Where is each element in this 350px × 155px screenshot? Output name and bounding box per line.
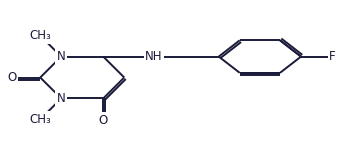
Text: NH: NH: [145, 50, 163, 63]
Text: N: N: [57, 50, 66, 63]
Text: F: F: [329, 50, 336, 63]
Text: CH₃: CH₃: [29, 113, 51, 126]
Text: O: O: [8, 71, 17, 84]
Text: CH₃: CH₃: [29, 29, 51, 42]
Text: O: O: [99, 114, 108, 127]
Text: N: N: [57, 92, 66, 105]
